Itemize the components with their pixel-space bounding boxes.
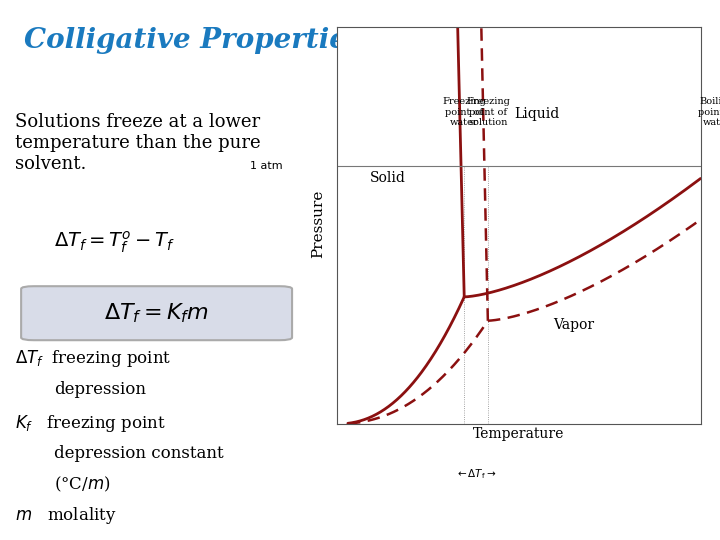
Text: Solid: Solid [370,171,406,185]
Text: Pressure: Pressure [311,190,325,258]
Text: $\Delta T_f$  freezing point: $\Delta T_f$ freezing point [15,348,171,369]
Text: $\Delta T_f = T_f^o - T_f$: $\Delta T_f = T_f^o - T_f$ [55,230,176,255]
Text: 1 atm: 1 atm [250,161,282,171]
Text: $\leftarrow\Delta T_{\rm f}\rightarrow$: $\leftarrow\Delta T_{\rm f}\rightarrow$ [456,468,497,481]
Text: depression: depression [55,381,146,397]
Text: (°C/$m$): (°C/$m$) [55,475,111,495]
FancyBboxPatch shape [21,286,292,340]
Text: Liquid: Liquid [514,107,559,122]
Text: Freezing
point of
solution: Freezing point of solution [466,97,510,127]
Text: Boiling
point of
water: Boiling point of water [698,97,720,127]
Text: Vapor: Vapor [553,318,594,332]
Text: $\Delta T_f = K_f m$: $\Delta T_f = K_f m$ [104,301,209,325]
Text: $K_f$   freezing point: $K_f$ freezing point [15,413,166,434]
Text: Temperature: Temperature [473,427,564,441]
Text: Freezing
point of
water: Freezing point of water [442,97,486,127]
Text: depression constant: depression constant [55,446,224,462]
Text: $m$   molality: $m$ molality [15,505,117,526]
Text: Colligative Properties: Colligative Properties [24,27,363,54]
Text: Solutions freeze at a lower
temperature than the pure
solvent.: Solutions freeze at a lower temperature … [15,113,261,173]
